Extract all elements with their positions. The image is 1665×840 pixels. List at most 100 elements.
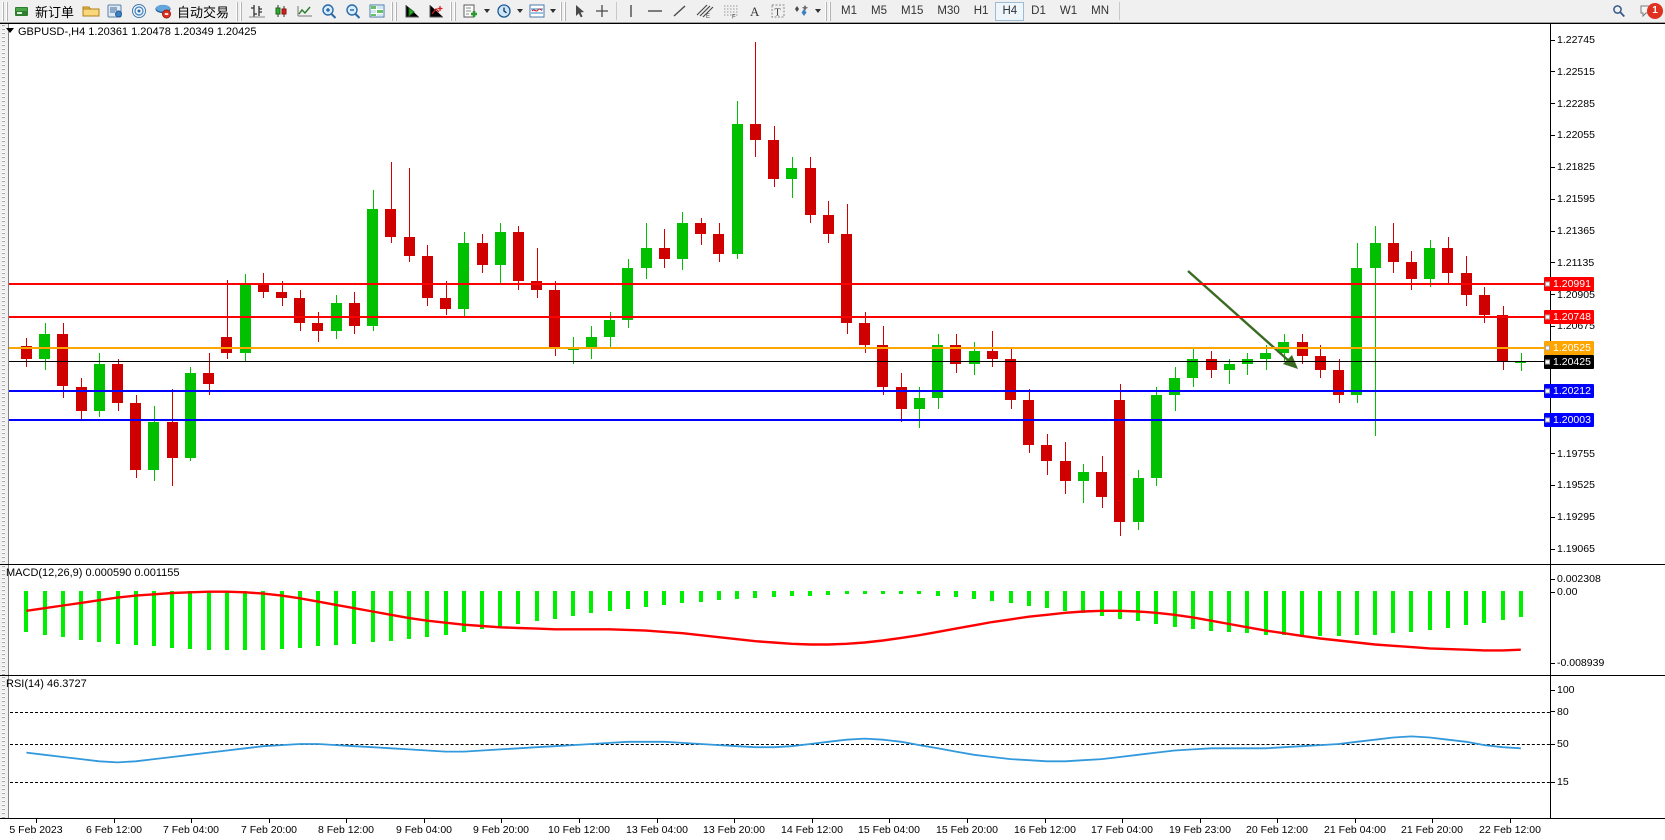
- price-level-line-support[interactable]: [0, 419, 1550, 422]
- line-chart-icon[interactable]: [293, 1, 317, 22]
- price-level-line-resistance[interactable]: [0, 282, 1550, 285]
- candle-body: [622, 267, 633, 321]
- macd-histogram-bar: [772, 591, 776, 597]
- toolbar-grip[interactable]: [2, 1, 9, 21]
- rsi-pane-sizer[interactable]: [0, 676, 9, 818]
- collapse-triangle-icon[interactable]: [6, 28, 14, 33]
- candle-body: [877, 345, 888, 387]
- search-icon[interactable]: [1607, 1, 1631, 22]
- macd-histogram-bar: [936, 591, 940, 596]
- price-tag-resistance[interactable]: 1.20991: [1544, 276, 1594, 291]
- timeframe-h1[interactable]: H1: [973, 5, 989, 17]
- notification-badge[interactable]: 1: [1647, 2, 1663, 19]
- fibonacci-icon[interactable]: F: [718, 1, 744, 22]
- timeframe-mn[interactable]: MN: [1091, 5, 1109, 17]
- text-icon[interactable]: A: [744, 1, 766, 22]
- timeframe-m30[interactable]: M30: [937, 5, 960, 17]
- time-tick-mark: [1355, 819, 1356, 823]
- add-indicator-icon[interactable]: [459, 1, 483, 22]
- template-caret-icon[interactable]: [550, 9, 557, 13]
- crosshair-icon[interactable]: [591, 1, 613, 22]
- price-tag-pivot[interactable]: 1.20525: [1544, 341, 1594, 356]
- candle-wick: [1229, 358, 1230, 384]
- trendline-icon[interactable]: [668, 1, 692, 22]
- time-tick-mark: [114, 819, 115, 823]
- template-icon[interactable]: [525, 1, 549, 22]
- toolbar-grip-2[interactable]: [236, 1, 244, 21]
- time-tick-mark: [657, 819, 658, 823]
- toolbar-grip-3[interactable]: [391, 1, 399, 21]
- shapes-icon[interactable]: [790, 1, 814, 22]
- text-label-icon[interactable]: T: [766, 1, 790, 22]
- price-tag-current-price[interactable]: 1.20425: [1544, 354, 1594, 369]
- time-axis[interactable]: 5 Feb 2023 6 Feb 12:00 7 Feb 04:00 7 Feb 20…: [0, 818, 1665, 840]
- time-tick-mark: [424, 819, 425, 823]
- rsi-plot[interactable]: [0, 676, 1665, 818]
- equidistant-channel-icon[interactable]: E: [692, 1, 718, 22]
- macd-pane-sizer[interactable]: [0, 565, 9, 675]
- time-axis-label: 15 Feb 20:00: [936, 824, 998, 836]
- chat-icon[interactable]: 1: [1631, 1, 1665, 22]
- price-level-line-resistance[interactable]: [0, 316, 1550, 319]
- chart-area[interactable]: GBPUSD-,H4 1.20361 1.20478 1.20349 1.204…: [0, 23, 1665, 840]
- shapes-caret-icon[interactable]: [815, 9, 822, 13]
- add-indicator-caret-icon[interactable]: [484, 9, 491, 13]
- timeframe-m15[interactable]: M15: [901, 5, 924, 17]
- candlestick-chart-icon[interactable]: [269, 1, 293, 22]
- macd-histogram-bar: [1081, 591, 1085, 614]
- signals-icon[interactable]: [127, 1, 151, 22]
- folder-icon[interactable]: [79, 1, 103, 22]
- auto-scroll-icon[interactable]: [424, 1, 448, 22]
- autotrading-label[interactable]: 自动交易: [177, 4, 230, 20]
- toolbar-grip-4[interactable]: [450, 1, 458, 21]
- macd-pane[interactable]: MACD(12,26,9) 0.000590 0.001155 0.002308…: [0, 564, 1665, 675]
- price-tag-resistance[interactable]: 1.20748: [1544, 310, 1594, 325]
- news-icon[interactable]: [103, 1, 127, 22]
- rsi-scale[interactable]: 100 80 50 15: [1550, 676, 1665, 818]
- time-tick-mark: [501, 819, 502, 823]
- horizontal-line-icon[interactable]: [642, 1, 668, 22]
- price-scale[interactable]: 1.22745 1.22515 1.22285 1.22055 1.21825 1.215…: [1544, 24, 1665, 564]
- candle-body: [513, 231, 524, 282]
- price-pane-sizer[interactable]: [0, 24, 9, 564]
- price-plot[interactable]: [0, 24, 1665, 564]
- candle-body: [823, 214, 834, 235]
- zoom-in-icon[interactable]: [317, 1, 341, 22]
- candle-wick: [409, 167, 410, 262]
- price-tag-support[interactable]: 1.20003: [1544, 413, 1594, 428]
- macd-histogram-bar: [261, 591, 265, 650]
- timeframe-m5[interactable]: M5: [871, 5, 887, 17]
- timeframe-m1[interactable]: M1: [841, 5, 858, 17]
- rsi-pane[interactable]: RSI(14) 46.3727 100 80 50 15: [0, 675, 1665, 818]
- data-window-icon[interactable]: [365, 1, 389, 22]
- macd-histogram-bar: [753, 591, 757, 598]
- cursor-icon[interactable]: [569, 1, 591, 22]
- candle-body: [367, 209, 378, 326]
- timeframe-w1[interactable]: W1: [1059, 5, 1078, 17]
- shift-end-icon[interactable]: [400, 1, 424, 22]
- autotrading-icon[interactable]: [151, 1, 175, 22]
- toolbar-grip-6[interactable]: [825, 1, 833, 21]
- new-order-icon[interactable]: [11, 1, 33, 22]
- period-icon[interactable]: [492, 1, 516, 22]
- timeframe-d1[interactable]: D1: [1031, 5, 1046, 17]
- macd-plot[interactable]: [0, 565, 1665, 675]
- vertical-line-icon[interactable]: [620, 1, 642, 22]
- price-tag-support[interactable]: 1.20212: [1544, 384, 1594, 399]
- period-caret-icon[interactable]: [517, 9, 524, 13]
- price-level-line-current-price[interactable]: [0, 360, 1550, 362]
- zoom-out-icon[interactable]: [341, 1, 365, 22]
- bar-chart-icon[interactable]: [245, 1, 269, 22]
- price-pane[interactable]: GBPUSD-,H4 1.20361 1.20478 1.20349 1.204…: [0, 23, 1665, 564]
- new-order-label[interactable]: 新订单: [35, 4, 75, 20]
- price-level-line-support[interactable]: [0, 390, 1550, 393]
- timeframe-h4[interactable]: H4: [995, 1, 1025, 21]
- time-tick-mark: [191, 819, 192, 823]
- macd-scale[interactable]: 0.002308 0.00 -0.008939: [1550, 565, 1665, 675]
- macd-histogram-bar: [1409, 591, 1413, 632]
- toolbar-grip-5[interactable]: [560, 1, 568, 21]
- macd-histogram-bar: [808, 591, 812, 596]
- price-level-line-pivot[interactable]: [0, 347, 1550, 350]
- macd-histogram-bar: [954, 591, 958, 597]
